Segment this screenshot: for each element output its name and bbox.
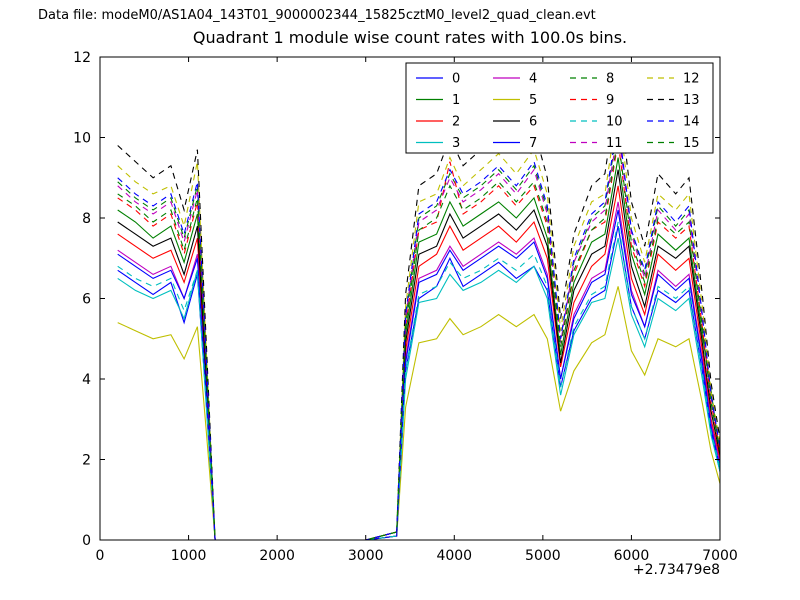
legend-label-6: 6 <box>529 115 537 130</box>
series-line-11 <box>117 129 720 540</box>
series-line-8 <box>117 125 720 540</box>
legend-label-4: 4 <box>529 72 537 87</box>
x-axis-offset-label: +2.73479e8 <box>632 562 720 578</box>
series-line-12 <box>117 105 720 540</box>
axis-ticks <box>99 56 721 541</box>
x-tick-label: 1000 <box>171 548 207 564</box>
series-line-2 <box>117 185 720 540</box>
legend-label-0: 0 <box>452 72 460 87</box>
series-line-6 <box>117 169 720 540</box>
y-tick-label: 4 <box>82 372 91 388</box>
x-tick-label: 6000 <box>614 548 650 564</box>
legend-label-15: 15 <box>683 136 700 151</box>
legend-label-7: 7 <box>529 136 537 151</box>
legend-label-5: 5 <box>529 93 537 108</box>
legend-label-14: 14 <box>683 115 700 130</box>
legend-label-9: 9 <box>606 93 614 108</box>
y-tick-label: 10 <box>73 131 91 147</box>
legend-label-10: 10 <box>606 115 623 130</box>
x-tick-label: 2000 <box>259 548 295 564</box>
series-line-1 <box>117 157 720 540</box>
y-tick-label: 12 <box>73 50 91 66</box>
series-line-14 <box>117 121 720 540</box>
legend-label-13: 13 <box>683 93 700 108</box>
y-tick-label: 6 <box>82 292 91 308</box>
series-line-7 <box>117 209 720 540</box>
data-file-label: Data file: modeM0/AS1A04_143T01_90000023… <box>38 8 596 23</box>
y-tick-label: 2 <box>82 453 91 469</box>
series-line-3 <box>117 237 720 540</box>
legend-label-12: 12 <box>683 72 700 87</box>
legend-label-11: 11 <box>606 136 623 151</box>
series-line-5 <box>117 286 720 540</box>
y-tick-label: 0 <box>82 533 91 549</box>
legend-label-2: 2 <box>452 115 460 130</box>
y-tick-label: 8 <box>82 211 91 227</box>
x-tick-label: 3000 <box>348 548 384 564</box>
chart-title: Quadrant 1 module wise count rates with … <box>192 28 628 47</box>
x-tick-label: 0 <box>96 548 105 564</box>
legend-label-8: 8 <box>606 72 614 87</box>
x-tick-label: 4000 <box>436 548 472 564</box>
legend-label-1: 1 <box>452 93 460 108</box>
x-tick-label: 7000 <box>702 548 738 564</box>
legend-label-3: 3 <box>452 136 460 151</box>
series-line-15 <box>117 137 720 540</box>
x-tick-label: 5000 <box>525 548 561 564</box>
